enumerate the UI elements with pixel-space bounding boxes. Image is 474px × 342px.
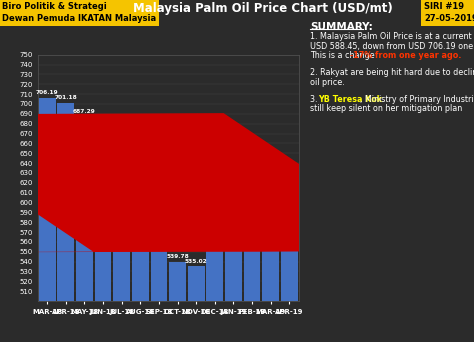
Bar xyxy=(151,212,167,301)
Text: 535.02: 535.02 xyxy=(185,259,208,264)
Bar xyxy=(225,199,242,301)
Bar xyxy=(76,117,93,301)
Text: 1. Malaysia Palm Oil Price is at a current level of: 1. Malaysia Palm Oil Price is at a curre… xyxy=(310,32,474,41)
Text: 701.18: 701.18 xyxy=(55,95,77,100)
Bar xyxy=(113,188,130,301)
Bar xyxy=(39,98,55,301)
Text: 584.58: 584.58 xyxy=(203,210,226,215)
Text: Biro Politik & Strategi
Dewan Pemuda IKATAN Malaysia: Biro Politik & Strategi Dewan Pemuda IKA… xyxy=(2,2,156,23)
Bar xyxy=(132,197,149,301)
Text: 588.45: 588.45 xyxy=(259,206,282,211)
Text: 605.15: 605.15 xyxy=(129,189,152,195)
Text: 539.78: 539.78 xyxy=(166,254,189,259)
Text: -17% from one year ago.: -17% from one year ago. xyxy=(350,51,461,60)
Text: Malaysia Palm Oil Price Chart (USD/mt): Malaysia Palm Oil Price Chart (USD/mt) xyxy=(133,2,392,15)
Text: 616.14: 616.14 xyxy=(91,179,115,184)
Text: 614.1: 614.1 xyxy=(112,181,131,186)
Bar xyxy=(207,218,223,301)
Text: USD 588.45, down from USD 706.19 one year ago.: USD 588.45, down from USD 706.19 one yea… xyxy=(310,42,474,51)
Text: , Ministry of Primary Industries: , Ministry of Primary Industries xyxy=(360,95,474,104)
Bar xyxy=(169,262,186,301)
Text: 3.: 3. xyxy=(310,95,320,104)
Text: still keep silent on her mitigation plan: still keep silent on her mitigation plan xyxy=(310,104,463,113)
Text: 687.29: 687.29 xyxy=(73,108,96,114)
Bar xyxy=(281,214,298,301)
Text: This is a change: This is a change xyxy=(310,51,378,60)
Text: 706.19: 706.19 xyxy=(36,90,59,95)
Bar xyxy=(95,187,111,301)
Text: SUMMARY:: SUMMARY: xyxy=(310,22,373,32)
Bar xyxy=(244,229,260,301)
Text: YB Teresa Kok: YB Teresa Kok xyxy=(318,95,382,104)
Text: 590.32: 590.32 xyxy=(147,204,170,209)
Text: 602.97: 602.97 xyxy=(222,192,245,197)
Text: oil price.: oil price. xyxy=(310,78,345,87)
FancyArrow shape xyxy=(0,113,474,252)
Text: 573.02: 573.02 xyxy=(241,221,264,226)
Text: SIRI #19
27-05-2019: SIRI #19 27-05-2019 xyxy=(424,2,474,23)
Bar xyxy=(57,103,74,301)
Text: 2. Rakyat are being hit hard due to declining palm: 2. Rakyat are being hit hard due to decl… xyxy=(310,68,474,77)
Bar xyxy=(262,214,279,301)
Bar xyxy=(188,266,205,301)
